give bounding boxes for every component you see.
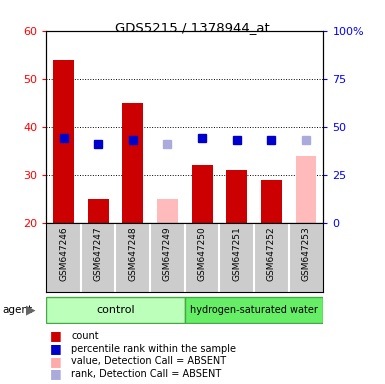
Text: GSM647253: GSM647253 <box>301 226 311 281</box>
Text: control: control <box>96 305 135 315</box>
Bar <box>296 156 316 223</box>
Text: rank, Detection Call = ABSENT: rank, Detection Call = ABSENT <box>71 369 221 379</box>
Bar <box>53 60 74 223</box>
Text: ■: ■ <box>50 329 62 343</box>
Text: hydrogen-saturated water: hydrogen-saturated water <box>190 305 318 315</box>
Text: GDS5215 / 1378944_at: GDS5215 / 1378944_at <box>115 21 270 34</box>
Text: GSM647248: GSM647248 <box>128 226 137 281</box>
Bar <box>46 297 185 323</box>
Text: value, Detection Call = ABSENT: value, Detection Call = ABSENT <box>71 356 226 366</box>
Text: count: count <box>71 331 99 341</box>
Text: GSM647249: GSM647249 <box>163 226 172 281</box>
Bar <box>261 180 282 223</box>
Text: ▶: ▶ <box>26 304 36 316</box>
Bar <box>88 199 109 223</box>
Bar <box>185 297 323 323</box>
Text: GSM647252: GSM647252 <box>267 226 276 281</box>
Text: GSM647246: GSM647246 <box>59 226 68 281</box>
Bar <box>157 199 178 223</box>
Text: percentile rank within the sample: percentile rank within the sample <box>71 344 236 354</box>
Bar <box>122 103 143 223</box>
Text: agent: agent <box>2 305 32 315</box>
Text: GSM647247: GSM647247 <box>94 226 103 281</box>
Bar <box>226 170 247 223</box>
Text: ■: ■ <box>50 355 62 368</box>
Text: GSM647250: GSM647250 <box>198 226 207 281</box>
Bar <box>192 165 213 223</box>
Text: ■: ■ <box>50 342 62 355</box>
Text: ■: ■ <box>50 367 62 381</box>
Text: GSM647251: GSM647251 <box>232 226 241 281</box>
